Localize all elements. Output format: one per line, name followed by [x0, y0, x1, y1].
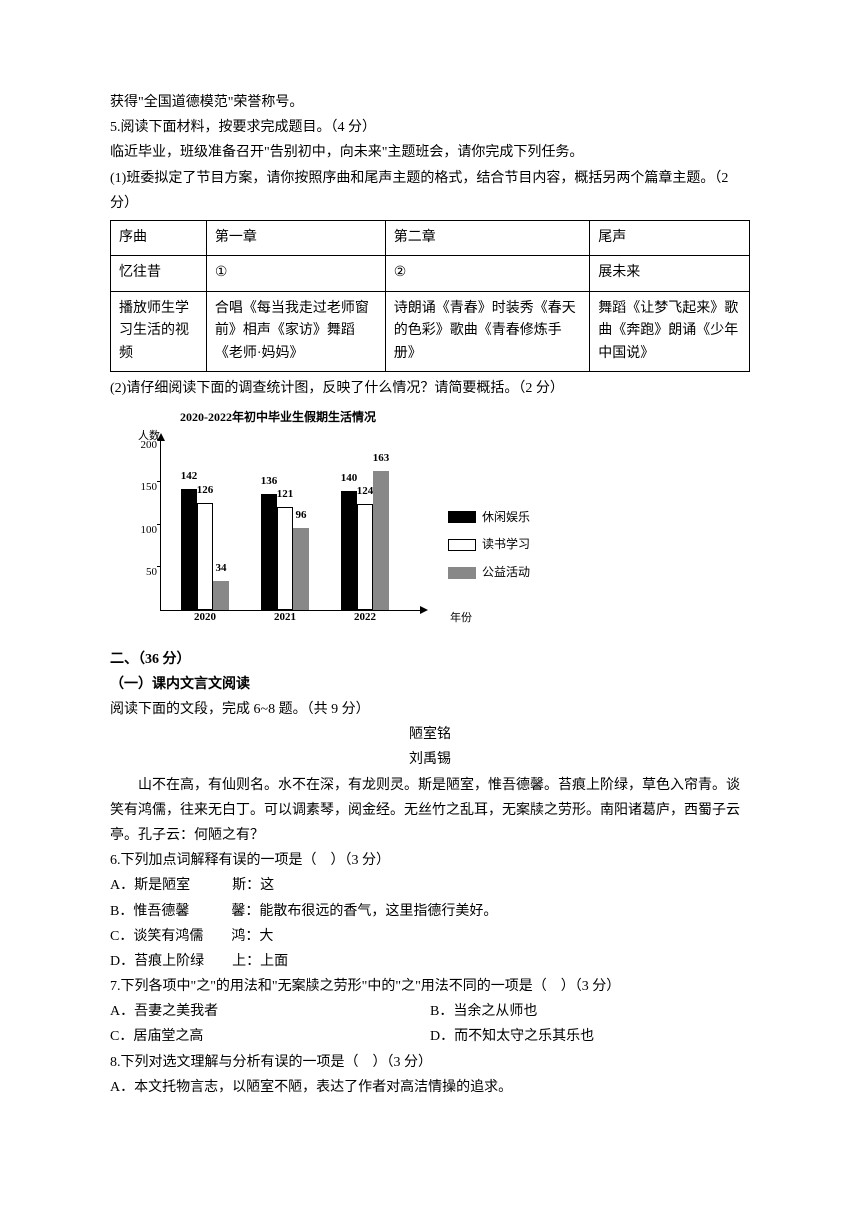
q7-d: D．而不知太守之乐其乐也 — [430, 1024, 750, 1049]
q6-b: B．惟吾德馨 馨：能散布很远的香气，这里指德行美好。 — [110, 899, 750, 924]
cell-r3c1: 播放师生学习生活的视频 — [111, 291, 207, 371]
cell-r1c1: 序曲 — [111, 220, 207, 255]
section2-header: 二、（36 分） — [110, 647, 750, 672]
plot-area: 5010015020014212634202013612196202114012… — [160, 441, 420, 611]
q5-part2: (2)请仔细阅读下面的调查统计图，反映了什么情况？请简要概括。（2 分） — [110, 376, 750, 401]
section2-sub: （一）课内文言文阅读 — [110, 672, 750, 697]
q8-stem: 8.下列对选文理解与分析有误的一项是（ ）（3 分） — [110, 1050, 750, 1075]
q6-stem: 6.下列加点词解释有误的一项是（ ）（3 分） — [110, 848, 750, 873]
cell-r1c2: 第一章 — [206, 220, 385, 255]
passage-author: 刘禹锡 — [110, 747, 750, 772]
q7-options: A．吾妻之美我者 B．当余之从师也 C．居庙堂之高 D．而不知太守之乐其乐也 — [110, 999, 750, 1049]
q7-c: C．居庙堂之高 — [110, 1024, 430, 1049]
passage-body: 山不在高，有仙则名。水不在深，有龙则灵。斯是陋室，惟吾德馨。苔痕上阶绿，草色入帘… — [110, 773, 750, 849]
chart-container: 2020-2022年初中毕业生假期生活情况 人数 501001502001421… — [120, 407, 750, 641]
cell-r3c4: 舞蹈《让梦飞起来》歌曲《奔跑》朗诵《少年中国说》 — [590, 291, 750, 371]
chart-legend: 休闲娱乐读书学习公益活动 — [448, 501, 530, 590]
q7-stem: 7.下列各项中"之"的用法和"无案牍之劳形"中的"之"用法不同的一项是（ ）（3… — [110, 974, 750, 999]
cell-r2c4: 展未来 — [590, 256, 750, 291]
cell-r2c2: ① — [206, 256, 385, 291]
program-table: 序曲 第一章 第二章 尾声 忆往昔 ① ② 展未来 播放师生学习生活的视频 合唱… — [110, 220, 750, 372]
q6-d: D．苔痕上阶绿 上：上面 — [110, 949, 750, 974]
bar-chart: 人数 5010015020014212634202013612196202114… — [120, 431, 460, 641]
q6-c: C．谈笑有鸿儒 鸿：大 — [110, 924, 750, 949]
q6-a: A．斯是陋室 斯：这 — [110, 873, 750, 898]
q7-b: B．当余之从师也 — [430, 999, 750, 1024]
cell-r1c3: 第二章 — [385, 220, 589, 255]
q5-context: 临近毕业，班级准备召开"告别初中，向未来"主题班会，请你完成下列任务。 — [110, 140, 750, 165]
cell-r2c1: 忆往昔 — [111, 256, 207, 291]
chart-title: 2020-2022年初中毕业生假期生活情况 — [180, 407, 750, 429]
x-arrow-icon — [420, 606, 428, 614]
cell-r1c4: 尾声 — [590, 220, 750, 255]
cell-r3c2: 合唱《每当我走过老师窗前》相声《家访》舞蹈《老师·妈妈》 — [206, 291, 385, 371]
section2-instr: 阅读下面的文段，完成 6~8 题。（共 9 分） — [110, 697, 750, 722]
q5-part1: (1)班委拟定了节目方案，请你按照序曲和尾声主题的格式，结合节目内容，概括另两个… — [110, 166, 750, 216]
q7-a: A．吾妻之美我者 — [110, 999, 430, 1024]
passage-title: 陋室铭 — [110, 722, 750, 747]
cell-r3c3: 诗朗诵《青春》时装秀《春天的色彩》歌曲《青春修炼手册》 — [385, 291, 589, 371]
q8-a: A．本文托物言志，以陋室不陋，表达了作者对高洁情操的追求。 — [110, 1075, 750, 1100]
x-axis-label: 年份 — [450, 609, 472, 629]
cell-r2c3: ② — [385, 256, 589, 291]
q5-stem: 5.阅读下面材料，按要求完成题目。（4 分） — [110, 115, 750, 140]
honor-line: 获得"全国道德模范"荣誉称号。 — [110, 90, 750, 115]
